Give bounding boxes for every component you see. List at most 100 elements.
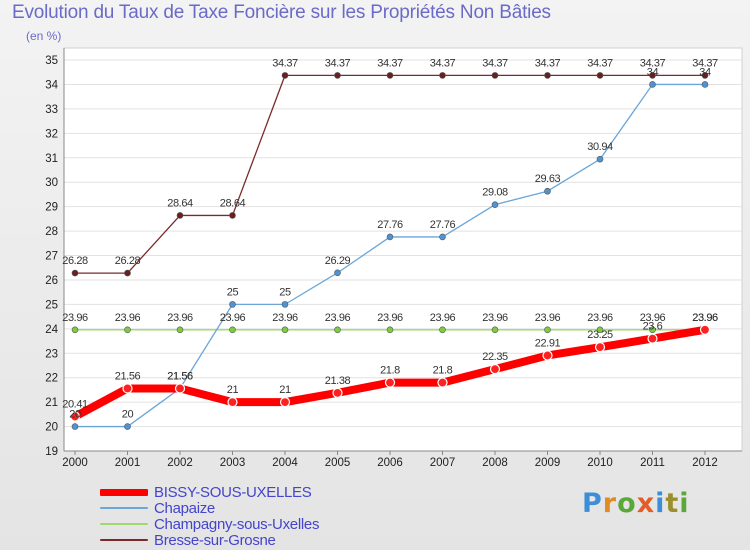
data-point [124, 326, 131, 334]
legend-item: Chapaize [100, 499, 319, 517]
data-label: 23.6 [643, 321, 663, 333]
data-point [491, 72, 499, 79]
data-label: 21.56 [115, 370, 141, 382]
x-tick-label: 2000 [62, 457, 88, 469]
legend-label: Champagny-sous-Uxelles [154, 515, 320, 533]
legend: BISSY-SOUS-UXELLES Chapaize Champagny-so… [100, 483, 320, 549]
data-label: 21 [279, 384, 291, 396]
data-point [594, 342, 606, 353]
data-point [176, 212, 184, 219]
data-label: 29.63 [535, 173, 561, 185]
data-point [71, 423, 79, 430]
data-point [489, 364, 501, 375]
data-label: 27.76 [430, 219, 456, 231]
y-tick-label: 20 [45, 422, 58, 434]
data-point [281, 72, 289, 79]
data-point [386, 233, 394, 241]
data-label: 34.37 [272, 57, 298, 69]
data-point [701, 81, 709, 88]
data-point [124, 423, 131, 430]
legend-label: Chapaize [154, 499, 215, 517]
x-tick-label: 2004 [272, 457, 298, 469]
legend-swatch [100, 539, 148, 541]
y-tick-label: 26 [45, 275, 58, 287]
data-label: 23.96 [430, 312, 456, 324]
y-tick-label: 30 [45, 177, 58, 189]
data-label: 21.38 [325, 375, 351, 387]
x-tick-label: 2001 [115, 457, 141, 469]
data-point [439, 233, 446, 241]
data-point [544, 187, 551, 195]
proxiti-logo: Proxiti [582, 488, 690, 519]
data-label: 30.94 [587, 141, 613, 153]
data-label: 21.8 [433, 365, 453, 377]
data-label: 22.91 [535, 337, 561, 349]
y-axis-unit: (en %) [26, 29, 62, 43]
y-tick-label: 31 [45, 153, 58, 165]
legend-label: BISSY-SOUS-UXELLES [154, 483, 312, 501]
data-point [229, 326, 236, 334]
data-label: 26.29 [325, 255, 351, 267]
data-label: 26.28 [62, 255, 88, 267]
data-label: 34.37 [482, 57, 508, 69]
data-label: 22.35 [482, 351, 508, 363]
data-point [334, 326, 341, 334]
data-label: 20 [122, 409, 134, 421]
data-label: 23.96 [640, 312, 666, 324]
y-tick-label: 35 [45, 55, 58, 67]
data-point [439, 326, 446, 334]
legend-swatch [100, 488, 148, 496]
data-point [227, 397, 238, 408]
data-label: 23.96 [220, 312, 246, 324]
data-label: 20 [69, 409, 81, 421]
x-tick-label: 2006 [377, 457, 403, 469]
data-label: 23.25 [587, 329, 613, 341]
data-point [334, 269, 341, 277]
x-tick-label: 2008 [482, 457, 508, 469]
data-label: 23.96 [535, 312, 561, 324]
data-label: 34.37 [430, 57, 456, 69]
legend-swatch [100, 523, 148, 525]
data-label: 26.28 [115, 255, 141, 267]
data-point [281, 301, 289, 308]
x-tick-label: 2005 [325, 457, 351, 469]
data-point [332, 387, 343, 398]
data-point [386, 326, 394, 334]
y-tick-label: 24 [45, 324, 58, 336]
data-label: 34.37 [377, 57, 403, 69]
data-point [647, 333, 658, 344]
data-label: 20.41 [62, 399, 88, 411]
legend-item: BISSY-SOUS-UXELLES [100, 483, 319, 501]
data-point [281, 326, 289, 334]
data-label: 23.96 [692, 312, 718, 324]
data-point [544, 326, 551, 334]
data-point [544, 72, 551, 79]
data-label: 34.37 [640, 57, 666, 69]
data-label: 23.96 [325, 312, 351, 324]
data-label: 25 [279, 286, 291, 298]
y-tick-label: 22 [45, 373, 58, 385]
data-point [71, 326, 79, 334]
data-point [596, 72, 604, 79]
data-label: 34 [647, 66, 659, 78]
data-point [386, 72, 394, 79]
data-point [437, 377, 448, 388]
data-point [122, 383, 133, 394]
data-point [491, 201, 499, 208]
x-tick-label: 2009 [535, 457, 561, 469]
data-label: 21.8 [380, 365, 400, 377]
data-label: 34.37 [587, 57, 613, 69]
data-label: 34.37 [692, 57, 718, 69]
chart-title: Evolution du Taux de Taxe Foncière sur l… [12, 2, 551, 23]
data-point [491, 326, 499, 334]
data-label: 34.37 [535, 57, 561, 69]
y-tick-label: 32 [45, 128, 58, 140]
data-point [229, 212, 236, 219]
x-tick-label: 2011 [640, 457, 665, 469]
data-point [596, 326, 604, 334]
data-label: 28.64 [220, 197, 246, 209]
data-point [384, 377, 396, 388]
data-label: 23.96 [482, 312, 508, 324]
data-point [596, 155, 604, 163]
x-tick-label: 2012 [692, 457, 718, 469]
